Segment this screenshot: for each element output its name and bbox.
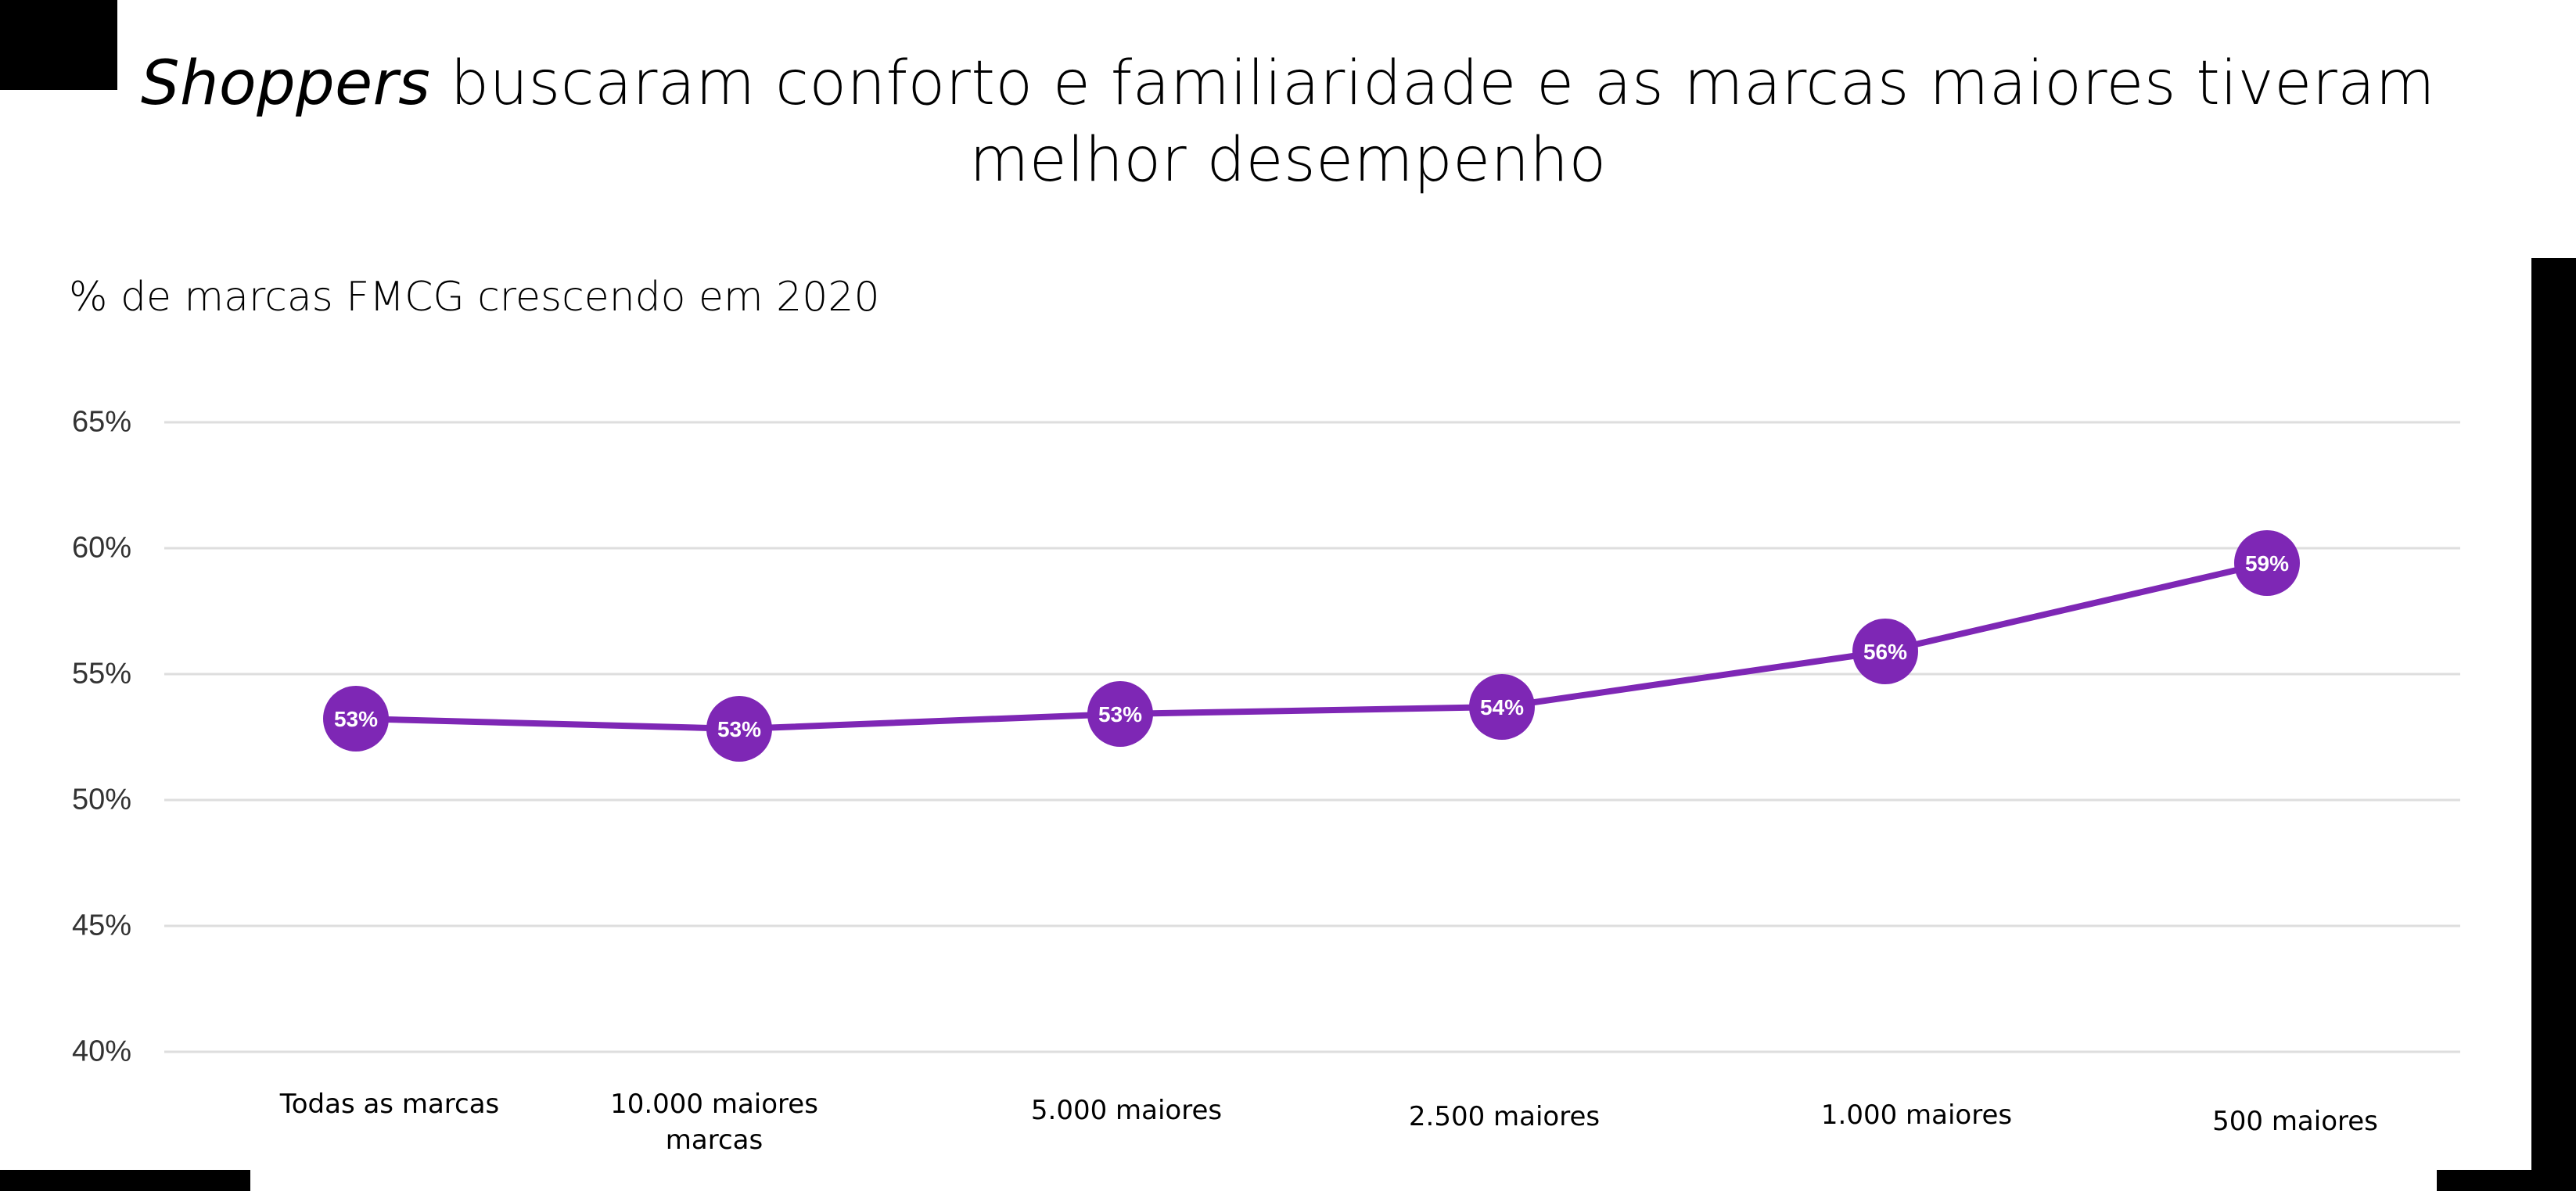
title-line-1: buscaram conforto e familiaridade e as m… bbox=[430, 48, 2436, 119]
gridlines bbox=[164, 421, 2460, 1053]
y-tick-40: 40% bbox=[72, 1035, 132, 1068]
series-line bbox=[355, 560, 2268, 732]
marker-1000 bbox=[1852, 619, 1918, 684]
data-labels: 53% 53% 53% 54% 56% 59% bbox=[334, 551, 2289, 741]
marker-todas bbox=[323, 686, 389, 752]
y-tick-65: 65% bbox=[72, 405, 132, 439]
title-emphasis: Shoppers bbox=[140, 48, 431, 119]
data-label: 53% bbox=[1098, 702, 1142, 726]
x-label-10000: 10.000 maiores marcas bbox=[610, 1089, 818, 1156]
slide-title: Shoppers buscaram conforto e familiarida… bbox=[0, 45, 2576, 199]
x-label-5000: 5.000 maiores bbox=[1030, 1095, 1223, 1126]
marker-10000 bbox=[706, 696, 772, 762]
y-tick-60: 60% bbox=[72, 531, 132, 565]
marker-2500 bbox=[1469, 674, 1535, 740]
data-markers bbox=[323, 530, 2300, 762]
y-tick-50: 50% bbox=[72, 783, 132, 816]
edge-bar-bottom-left bbox=[0, 1170, 250, 1191]
x-label-todas: Todas as marcas bbox=[279, 1089, 500, 1120]
data-label: 54% bbox=[1480, 695, 1524, 719]
data-label: 53% bbox=[717, 717, 761, 741]
y-tick-45: 45% bbox=[72, 909, 132, 942]
chart-subtitle: % de marcas FMCG crescendo em 2020 bbox=[69, 274, 880, 321]
data-label: 59% bbox=[2245, 551, 2289, 576]
marker-5000 bbox=[1087, 681, 1153, 747]
marker-500 bbox=[2234, 530, 2300, 596]
data-label: 53% bbox=[334, 707, 378, 731]
edge-bar-right bbox=[2531, 258, 2576, 1191]
corner-block-top-left bbox=[0, 0, 117, 90]
x-label-2500: 2.500 maiores bbox=[1408, 1101, 1601, 1132]
y-tick-55: 55% bbox=[72, 657, 132, 691]
data-label: 56% bbox=[1863, 640, 1907, 664]
x-label-500: 500 maiores bbox=[2212, 1106, 2378, 1137]
title-line-2: melhor desempenho bbox=[969, 125, 1607, 196]
edge-bar-bottom-right bbox=[2437, 1170, 2531, 1191]
x-label-1000: 1.000 maiores bbox=[1820, 1100, 2013, 1131]
